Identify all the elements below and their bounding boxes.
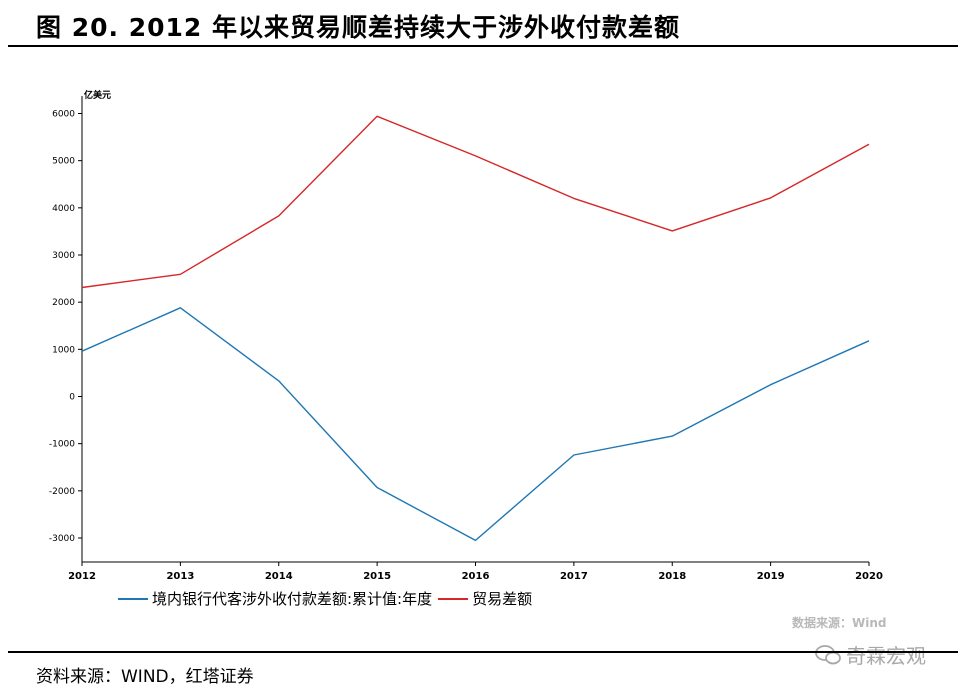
series-line-trade [81, 115, 870, 289]
x-tick-label: 2018 [658, 571, 686, 582]
figure-title: 图 20. 2012 年以来贸易顺差持续大于涉外收付款差额 [36, 13, 680, 42]
legend-label-flows: 境内银行代客涉外收付款差额:累计值:年度 [152, 590, 433, 608]
x-tick-label: 2016 [462, 571, 490, 582]
y-tick-label: 6000 [52, 110, 75, 120]
x-tick-label: 2013 [166, 571, 194, 582]
y-tick-label: 4000 [52, 204, 75, 214]
x-tick-label: 2014 [265, 571, 293, 582]
y-tick-label: 0 [69, 393, 75, 403]
legend-swatch-trade [438, 597, 469, 600]
y-tick-label: 2000 [52, 298, 75, 308]
legend-swatch-flows [118, 597, 148, 600]
x-tick-label: 2019 [757, 571, 785, 582]
legend-label-trade: 贸易差额 [472, 590, 533, 608]
x-tick-label: 2015 [363, 571, 391, 582]
x-tick-label: 2017 [560, 571, 588, 582]
legend-item-flows: 境内银行代客涉外收付款差额:累计值:年度 [118, 588, 432, 609]
chat-bubble-icon [815, 644, 841, 664]
x-tick-label: 2020 [855, 571, 883, 582]
source-note: 资料来源：WIND，红塔证券 [36, 667, 254, 687]
y-tick-label: -1000 [49, 440, 75, 450]
footer-rule [8, 651, 958, 653]
chart-legend: 境内银行代客涉外收付款差额:累计值:年度 贸易差额 [118, 588, 538, 609]
legend-item-trade: 贸易差额 [438, 588, 532, 609]
watermark-text: 奇霖宏观 [846, 644, 926, 668]
y-tick-label: -2000 [49, 487, 75, 497]
y-tick-label: 3000 [52, 251, 75, 261]
y-tick-label: 5000 [52, 157, 75, 167]
y-axis-unit-label: 亿美元 [84, 89, 111, 101]
title-rule [8, 45, 958, 47]
y-tick-label: -3000 [49, 534, 75, 544]
watermark: 奇霖宏观 [814, 640, 926, 669]
series-line-flows [81, 307, 870, 542]
x-tick-label: 2012 [68, 571, 96, 582]
y-tick-label: 1000 [52, 345, 75, 355]
data-source-label: 数据来源：Wind [792, 616, 887, 630]
